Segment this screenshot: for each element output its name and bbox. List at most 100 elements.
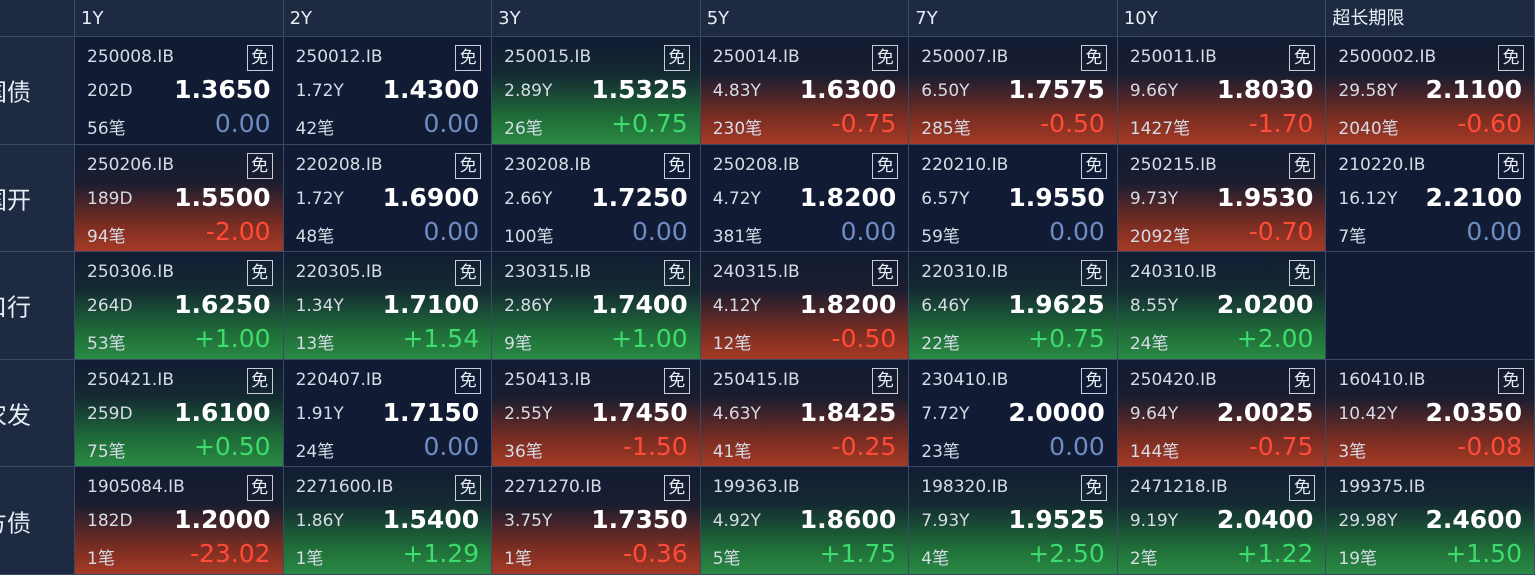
bond-code: 2271600.IB [295,477,394,498]
bond-cell[interactable]: 250206.IB 免 189D 1.5500 94笔 -2.00 [75,144,284,253]
bond-cell[interactable]: 240315.IB 免 4.12Y 1.8200 12笔 -0.50 [700,252,910,360]
yield: 2.4600 [1425,505,1522,535]
bond-cell[interactable]: 250215.IB 免 9.73Y 1.9530 2092笔 -0.70 [1117,144,1327,253]
yield: 1.7100 [382,290,480,320]
bond-code: 250012.IB [295,47,383,67]
tax-exempt-tag: 免 [1080,260,1107,287]
tenor: 7.72Y [921,403,970,424]
change-bp: +2.00 [1236,324,1314,354]
bond-cell[interactable]: 2271600.IB 免 1.86Y 1.5400 1笔 +1.29 [283,467,493,575]
bond-code: 250420.IB [1129,369,1217,390]
bond-cell[interactable]: 1905084.IB 免 182D 1.2000 1笔 -23.02 [75,467,284,575]
tenor: 1.86Y [295,511,344,532]
bond-cell[interactable]: 199375.IB 29.98Y 2.4600 19笔 +1.50 [1326,467,1535,575]
yield: 1.5400 [382,505,480,535]
bond-cell[interactable]: 250413.IB 免 2.55Y 1.7450 36笔 -1.50 [492,359,701,468]
bond-cell[interactable]: 2500002.IB 免 29.58Y 2.1100 2040笔 -0.60 [1326,37,1535,145]
change-bp: 0.00 [423,431,480,461]
bond-cell[interactable]: 160410.IB 免 10.42Y 2.0350 3笔 -0.08 [1326,359,1535,468]
tax-exempt-tag: 免 [1080,367,1107,394]
bond-code: 199363.IB [712,477,800,498]
change-bp: 0.00 [632,216,688,246]
trade-count: 100笔 [504,226,554,247]
bond-cell[interactable]: 2271270.IB 免 3.75Y 1.7350 1笔 -0.36 [492,467,701,575]
bond-code: 250215.IB [1129,154,1217,175]
trade-count: 4笔 [921,549,950,570]
bond-cell[interactable]: 250421.IB 免 259D 1.6100 75笔 +0.50 [75,359,284,468]
tenor: 9.66Y [1129,81,1179,101]
bond-cell[interactable]: 230208.IB 免 2.66Y 1.7250 100笔 0.00 [492,144,701,253]
yield: 1.9550 [1008,182,1105,212]
bond-cell[interactable]: 2471218.IB 免 9.19Y 2.0400 2笔 +1.22 [1117,467,1327,575]
tenor: 2.55Y [504,403,553,424]
bond-cell[interactable]: 240310.IB 免 8.55Y 2.0200 24笔 +2.00 [1117,252,1327,360]
row-label-text: 进出口行 [0,293,31,322]
tax-exempt-tag: 免 [872,45,899,71]
column-header: 2Y [283,0,493,37]
bond-cell[interactable]: 220310.IB 免 6.46Y 1.9625 22笔 +0.75 [909,252,1118,360]
trade-count: 381笔 [712,226,763,247]
trade-count: 1笔 [504,549,532,570]
change-bp: 0.00 [1466,216,1522,246]
bond-cell[interactable]: 220407.IB 免 1.91Y 1.7150 24笔 0.00 [283,359,493,468]
bond-cell[interactable]: 220305.IB 免 1.34Y 1.7100 13笔 +1.54 [283,252,493,360]
bond-cell[interactable]: 199363.IB 4.92Y 1.8600 5笔 +1.75 [700,467,910,575]
column-header: 3Y [492,0,701,37]
row-label-text: 国债 [0,78,31,107]
change-bp: 0.00 [840,216,897,246]
trade-count: 9笔 [504,334,532,355]
bond-code: 220407.IB [295,369,383,390]
bond-cell[interactable]: 198320.IB 免 7.93Y 1.9525 4笔 +2.50 [909,467,1118,575]
bond-cell[interactable]: 250012.IB 免 1.72Y 1.4300 42笔 0.00 [283,37,493,145]
bond-cell[interactable]: 250415.IB 免 4.63Y 1.8425 41笔 -0.25 [700,359,910,468]
yield: 1.9525 [1008,505,1105,535]
trade-count: 24笔 [295,441,335,462]
bond-code: 250007.IB [921,47,1009,67]
bond-cell[interactable]: 250420.IB 免 9.64Y 2.0025 144笔 -0.75 [1117,359,1327,468]
change-bp: +1.00 [611,324,688,354]
bond-code: 199375.IB [1338,477,1426,498]
bond-cell[interactable]: 250011.IB 免 9.66Y 1.8030 1427笔 -1.70 [1117,37,1327,145]
tenor: 1.34Y [295,296,344,317]
change-bp: -0.75 [1248,431,1314,461]
bond-cell[interactable]: 250306.IB 免 264D 1.6250 53笔 +1.00 [75,252,284,360]
bond-cell[interactable]: 250008.IB 免 202D 1.3650 56笔 0.00 [75,37,284,145]
tax-exempt-tag: 免 [1289,260,1316,287]
yield: 1.8200 [799,290,897,320]
bond-cell[interactable]: 230410.IB 免 7.72Y 2.0000 23笔 0.00 [909,359,1118,468]
bond-cell[interactable]: 210220.IB 免 16.12Y 2.2100 7笔 0.00 [1326,144,1535,253]
tax-exempt-tag: 免 [1289,45,1316,71]
tenor: 3.75Y [504,511,553,532]
bond-cell[interactable]: 230315.IB 免 2.86Y 1.7400 9笔 +1.00 [492,252,701,360]
trade-count: 42笔 [295,119,335,139]
bond-cell[interactable]: 250015.IB 免 2.89Y 1.5325 26笔 +0.75 [492,37,701,145]
bond-code: 240310.IB [1129,262,1217,283]
column-header: 5Y [700,0,910,37]
row-label: 国开 [0,144,75,253]
tenor: 16.12Y [1338,188,1398,209]
yield: 2.0000 [1008,397,1105,427]
tax-exempt-tag: 免 [1497,152,1524,179]
bond-cell[interactable]: 220208.IB 免 1.72Y 1.6900 48笔 0.00 [283,144,493,253]
tax-exempt-tag: 免 [872,152,899,179]
change-bp: +1.54 [402,324,480,354]
bond-cell[interactable]: 220210.IB 免 6.57Y 1.9550 59笔 0.00 [909,144,1118,253]
trade-count: 53笔 [87,334,126,355]
row-label-text: 地方债 [0,509,31,538]
tenor: 9.73Y [1129,188,1179,209]
row-label: 地方债 [0,467,75,575]
bond-cell[interactable]: 250014.IB 免 4.83Y 1.6300 230笔 -0.75 [700,37,910,145]
tenor: 6.50Y [921,81,970,101]
tenor: 10.42Y [1338,403,1398,424]
yield: 2.0350 [1425,397,1522,427]
column-header: 1Y [75,0,284,37]
row-label-text: 国开 [0,186,31,215]
bond-cell[interactable]: 250208.IB 免 4.72Y 1.8200 381笔 0.00 [700,144,910,253]
bond-cell[interactable]: 250007.IB 免 6.50Y 1.7575 285笔 -0.50 [909,37,1118,145]
tax-exempt-tag: 免 [455,475,482,502]
yield: 2.1100 [1425,75,1522,104]
tenor: 4.83Y [712,81,761,101]
yield: 1.7150 [382,397,480,427]
row-label: 国债 [0,37,75,145]
yield: 1.7575 [1008,75,1105,104]
